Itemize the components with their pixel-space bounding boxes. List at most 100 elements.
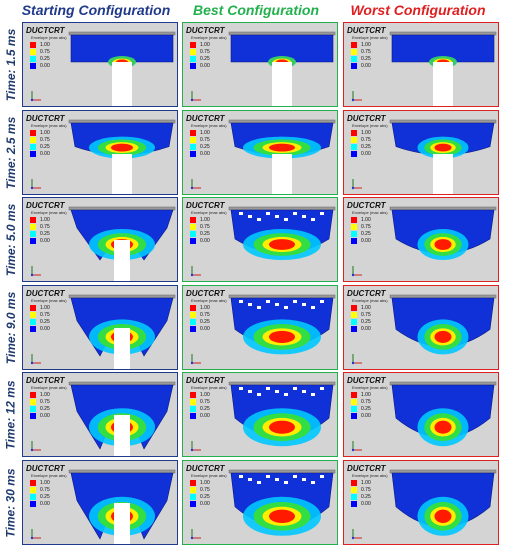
legend-swatch bbox=[351, 391, 357, 398]
simulation-plot bbox=[228, 294, 336, 355]
legend-entry: 0.00 bbox=[30, 237, 74, 244]
legend-subtitle: Envelope (max abs) bbox=[31, 35, 67, 40]
support-plate bbox=[389, 31, 497, 36]
axis-triad-icon bbox=[351, 529, 362, 540]
row-time-label: Time: 5.0 ms bbox=[0, 197, 22, 282]
legend-swatch bbox=[30, 493, 36, 500]
legend-value: 0.25 bbox=[361, 55, 371, 62]
legend-value: 1.00 bbox=[40, 41, 50, 48]
row-time-label-text: Time: 2.5 ms bbox=[4, 116, 19, 189]
legend-entry: 0.75 bbox=[30, 311, 74, 318]
debris-fragment bbox=[248, 215, 252, 218]
axis-z-dot bbox=[190, 361, 194, 365]
axis-triad-icon bbox=[30, 266, 41, 277]
simulation-panel: DUCTCRT Envelope (max abs) 1.00 0.75 0.25 0.0… bbox=[22, 110, 178, 195]
legend-value: 0.00 bbox=[361, 62, 371, 69]
axis-triad-icon bbox=[190, 266, 201, 277]
support-plate bbox=[389, 119, 497, 124]
axis-z-dot bbox=[190, 536, 194, 540]
support-plate bbox=[68, 119, 176, 124]
legend-subtitle: Envelope (max abs) bbox=[191, 210, 227, 215]
legend-value: 0.25 bbox=[40, 230, 50, 237]
simulation-panel: DUCTCRT Envelope (max abs) 1.00 0.75 0.25 0.0… bbox=[343, 197, 499, 282]
legend-value: 0.00 bbox=[361, 412, 371, 419]
legend-entry: 0.25 bbox=[30, 405, 74, 412]
legend-subtitle: Envelope (max abs) bbox=[191, 298, 227, 303]
legend-entry: 0.00 bbox=[190, 150, 234, 157]
contour-legend: DUCTCRT Envelope (max abs) 1.00 0.75 0.25 0.0… bbox=[347, 289, 395, 332]
contour-legend: DUCTCRT Envelope (max abs) 1.00 0.75 0.25 0.0… bbox=[347, 114, 395, 157]
simulation-panel: DUCTCRT Envelope (max abs) 1.00 0.75 0.25 0.0… bbox=[182, 372, 338, 457]
axis-triad-icon bbox=[30, 354, 41, 365]
legend-entry: 1.00 bbox=[30, 41, 74, 48]
legend-variable: DUCTCRT bbox=[186, 289, 225, 298]
legend-swatch bbox=[351, 62, 357, 69]
legend-value: 0.00 bbox=[200, 237, 210, 244]
impactor-column bbox=[114, 415, 130, 456]
legend-entry: 0.25 bbox=[351, 405, 395, 412]
legend-value: 0.75 bbox=[40, 486, 50, 493]
legend-value: 1.00 bbox=[40, 304, 50, 311]
debris-fragment bbox=[239, 475, 243, 478]
contour-legend: DUCTCRT Envelope (max abs) 1.00 0.75 0.25 0.0… bbox=[26, 26, 74, 69]
legend-value: 1.00 bbox=[361, 129, 371, 136]
support-plate bbox=[228, 31, 336, 36]
legend-swatch bbox=[30, 325, 36, 332]
legend-entry: 1.00 bbox=[351, 129, 395, 136]
legend-value: 0.00 bbox=[361, 500, 371, 507]
legend-swatch bbox=[190, 41, 196, 48]
legend-swatch bbox=[30, 398, 36, 405]
row-time-label-text: Time: 30 ms bbox=[4, 467, 18, 538]
legend-value: 1.00 bbox=[200, 216, 210, 223]
contour-red bbox=[434, 330, 452, 343]
legend-value: 0.00 bbox=[40, 412, 50, 419]
simulation-plot bbox=[228, 119, 336, 194]
legend-swatch bbox=[190, 62, 196, 69]
axis-triad-icon bbox=[351, 179, 362, 190]
debris-fragment bbox=[293, 212, 297, 215]
debris-fragment bbox=[284, 481, 288, 484]
legend-value: 0.00 bbox=[200, 500, 210, 507]
legend-swatch bbox=[30, 391, 36, 398]
row-time-label: Time: 1.5 ms bbox=[0, 22, 22, 107]
axis-triad-icon bbox=[30, 441, 41, 452]
legend-swatch bbox=[351, 493, 357, 500]
legend-entry: 0.75 bbox=[30, 136, 74, 143]
simulation-panel: DUCTCRT Envelope (max abs) 1.00 0.75 0.25 0.0… bbox=[343, 22, 499, 107]
legend-entry: 1.00 bbox=[30, 129, 74, 136]
legend-entry: 0.00 bbox=[190, 325, 234, 332]
debris-fragment bbox=[302, 478, 306, 481]
impactor-column bbox=[114, 328, 130, 369]
legend-swatch bbox=[351, 230, 357, 237]
legend-swatch bbox=[190, 493, 196, 500]
legend-variable: DUCTCRT bbox=[26, 376, 65, 385]
legend-value: 0.25 bbox=[40, 143, 50, 150]
debris-fragment bbox=[311, 481, 315, 484]
legend-variable: DUCTCRT bbox=[26, 201, 65, 210]
legend-entry: 0.00 bbox=[30, 412, 74, 419]
legend-variable: DUCTCRT bbox=[347, 376, 386, 385]
contour-red bbox=[434, 239, 452, 250]
legend-swatch bbox=[351, 237, 357, 244]
debris-fragment bbox=[311, 218, 315, 221]
legend-entry: 0.75 bbox=[190, 486, 234, 493]
column-title: Starting Configuration bbox=[21, 2, 171, 18]
legend-swatch bbox=[351, 129, 357, 136]
legend-swatch bbox=[190, 55, 196, 62]
legend-entry: 0.25 bbox=[351, 55, 395, 62]
legend-entry: 0.75 bbox=[190, 48, 234, 55]
axis-triad-icon bbox=[190, 179, 201, 190]
legend-value: 0.25 bbox=[361, 318, 371, 325]
debris-fragment bbox=[275, 390, 279, 393]
simulation-plot bbox=[68, 381, 176, 456]
debris-fragment bbox=[239, 387, 243, 390]
support-plate bbox=[228, 469, 336, 474]
legend-swatch bbox=[30, 237, 36, 244]
legend-entry: 0.75 bbox=[351, 136, 395, 143]
contour-legend: DUCTCRT Envelope (max abs) 1.00 0.75 0.25 0.0… bbox=[186, 114, 234, 157]
legend-subtitle: Envelope (max abs) bbox=[352, 298, 388, 303]
legend-entry: 0.75 bbox=[30, 486, 74, 493]
legend-swatch bbox=[190, 223, 196, 230]
legend-entry: 0.00 bbox=[351, 412, 395, 419]
legend-swatch bbox=[351, 223, 357, 230]
